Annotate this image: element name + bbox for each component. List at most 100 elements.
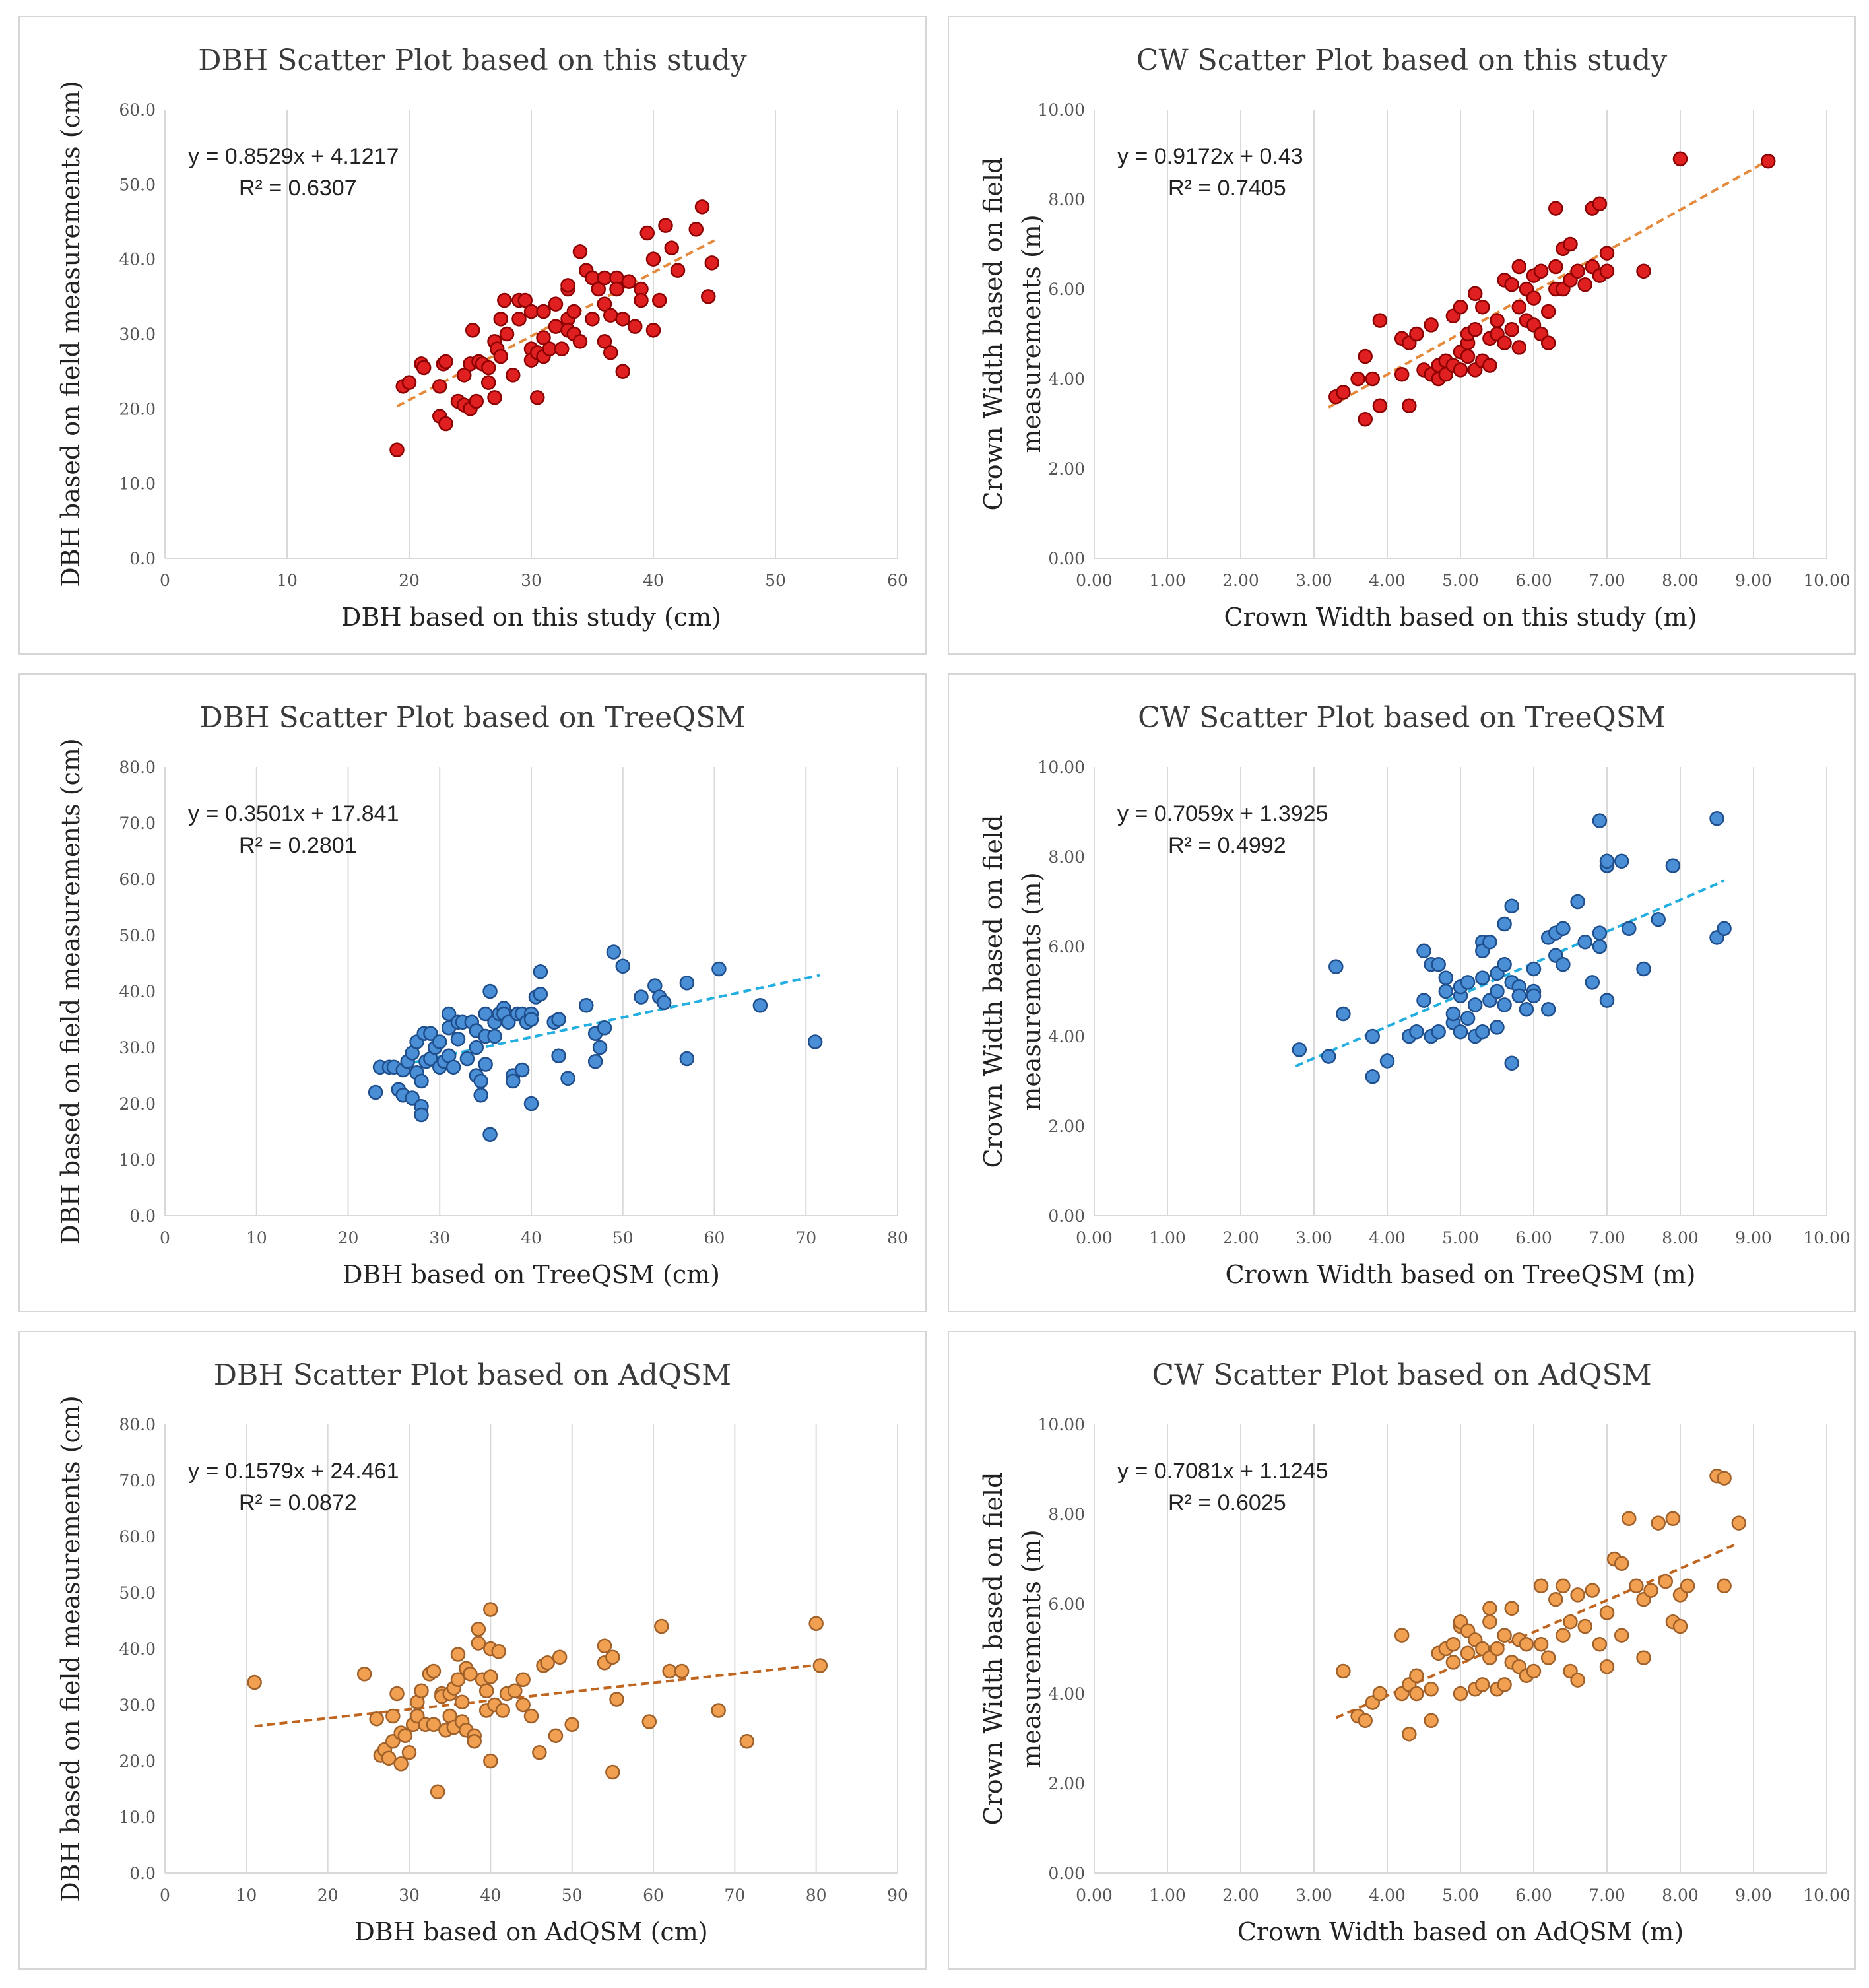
data-point <box>597 1020 612 1036</box>
data-point <box>1599 993 1615 1008</box>
x-tick-label: 10 <box>277 571 298 590</box>
data-point <box>609 281 624 297</box>
data-point <box>597 296 612 312</box>
data-point <box>450 1672 466 1687</box>
data-point <box>615 958 630 974</box>
data-point <box>1431 956 1446 972</box>
data-point <box>381 1750 397 1766</box>
data-point <box>621 274 637 289</box>
data-point <box>1438 983 1454 999</box>
y-tick-label: 0.00 <box>1048 549 1085 568</box>
x-tick-label: 40 <box>643 571 664 590</box>
data-point <box>587 1054 603 1069</box>
data-point <box>1497 335 1512 350</box>
data-point <box>1526 988 1542 1004</box>
data-point <box>1511 340 1527 355</box>
data-point <box>426 1717 442 1732</box>
data-point <box>1672 151 1688 167</box>
x-tick-label: 4.00 <box>1369 571 1406 590</box>
data-point <box>1709 811 1724 826</box>
x-tick-label: 7.00 <box>1589 571 1625 590</box>
data-point <box>1460 1645 1476 1661</box>
y-tick-label: 6.00 <box>1048 1595 1085 1614</box>
data-point <box>523 1096 539 1111</box>
data-point <box>1460 1011 1476 1026</box>
data-point <box>530 390 545 405</box>
data-point <box>1445 1006 1461 1022</box>
data-point <box>592 1040 608 1055</box>
data-point <box>401 375 417 390</box>
data-point <box>1643 1583 1658 1598</box>
x-tick-label: 0.00 <box>1076 1886 1113 1905</box>
data-point <box>645 251 661 267</box>
data-point <box>432 1034 447 1049</box>
data-point <box>634 989 649 1005</box>
data-point <box>1460 348 1476 364</box>
data-point <box>1533 263 1549 279</box>
chart-title: CW Scatter Plot based on AdQSM <box>1152 1358 1651 1392</box>
data-point <box>603 308 618 323</box>
data-point <box>645 323 661 338</box>
chart-svg: DBH Scatter Plot based on AdQSM 0 10 20 30 40… <box>56 1358 908 1946</box>
data-point <box>711 1703 726 1718</box>
data-point <box>481 360 496 376</box>
x-tick-label: 60 <box>643 1886 664 1905</box>
x-tick-label: 10.00 <box>1803 1228 1851 1247</box>
data-point <box>560 1071 575 1086</box>
y-axis-label: measurements (m) <box>1017 872 1046 1110</box>
y-tick-label: 10.0 <box>119 475 156 494</box>
chart-svg: CW Scatter Plot based on this study 0.00 1… <box>979 44 1851 632</box>
data-point <box>1358 411 1373 427</box>
data-point <box>1614 853 1629 869</box>
data-point <box>1540 304 1556 319</box>
data-point <box>572 244 588 259</box>
data-point <box>548 296 564 312</box>
x-tick-label: 1.00 <box>1149 1886 1186 1905</box>
data-point <box>1592 939 1608 954</box>
y-tick-label: 20.0 <box>119 399 156 418</box>
data-point <box>540 1655 555 1671</box>
data-point <box>1453 362 1468 378</box>
data-point <box>432 379 447 394</box>
data-point <box>1636 1650 1651 1665</box>
chart-title: DBH Scatter Plot based on AdQSM <box>214 1358 731 1392</box>
y-tick-label: 0.0 <box>129 549 156 568</box>
data-point <box>478 1683 494 1698</box>
data-point <box>615 312 630 327</box>
data-point <box>812 1658 828 1673</box>
data-point <box>1556 956 1571 972</box>
data-point <box>1548 1591 1563 1607</box>
x-tick-label: 0 <box>160 571 170 590</box>
data-point <box>247 1674 262 1690</box>
x-tick-label: 40 <box>480 1886 501 1905</box>
x-tick-label: 7.00 <box>1589 1886 1625 1905</box>
data-point <box>605 1764 620 1780</box>
data-point <box>499 326 515 342</box>
x-tick-label: 5.00 <box>1442 571 1479 590</box>
data-point <box>1599 246 1615 261</box>
y-axis-label: DBH based on field measurements (cm) <box>56 1395 85 1902</box>
data-point <box>508 1683 523 1698</box>
data-point <box>1614 1628 1629 1643</box>
data-point <box>1622 1511 1637 1527</box>
data-point <box>481 375 496 390</box>
data-point <box>1548 259 1563 275</box>
data-point <box>1394 1628 1410 1643</box>
data-point <box>1409 326 1424 342</box>
y-tick-label: 10.00 <box>1037 1415 1085 1434</box>
data-point <box>369 1711 384 1727</box>
data-point <box>483 1602 498 1617</box>
data-point <box>1731 1515 1747 1531</box>
data-point <box>414 1073 429 1089</box>
trend-equation: y = 0.7081x + 1.1245 <box>1117 1459 1328 1484</box>
data-point <box>1665 1511 1681 1527</box>
y-tick-label: 50.0 <box>119 926 156 945</box>
y-tick-label: 2.00 <box>1048 459 1085 479</box>
data-point <box>491 1644 506 1659</box>
data-point <box>597 1638 612 1653</box>
data-point <box>493 348 508 364</box>
data-point <box>501 1014 516 1030</box>
x-axis-label: Crown Width based on this study (m) <box>1224 603 1697 632</box>
data-point <box>1490 313 1505 328</box>
y-tick-label: 2.00 <box>1048 1774 1085 1793</box>
